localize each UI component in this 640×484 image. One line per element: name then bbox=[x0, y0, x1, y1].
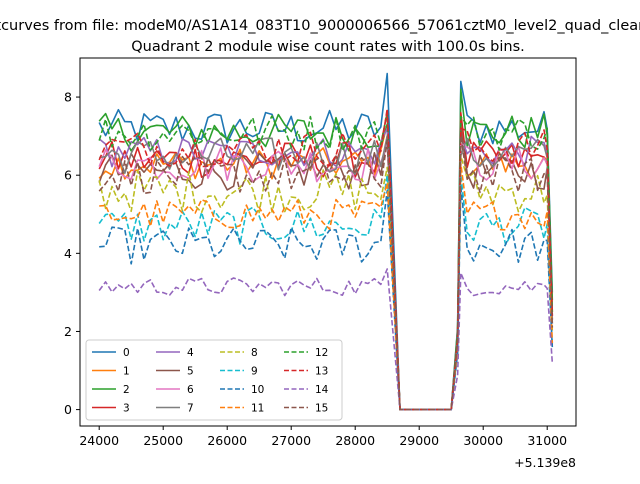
series-line-2 bbox=[98, 88, 554, 411]
y-axis: 0 2 4 6 8 bbox=[64, 90, 80, 417]
legend-label-0: 0 bbox=[123, 347, 130, 359]
y-tick-label: 8 bbox=[64, 90, 72, 105]
legend-label-11: 11 bbox=[251, 403, 264, 415]
x-tick-label: 29000 bbox=[399, 433, 439, 448]
legend-label-6: 6 bbox=[187, 384, 194, 396]
y-tick-label: 2 bbox=[64, 324, 72, 339]
figure-suptitle: Lightcurves from file: modeM0/AS1A14_083… bbox=[0, 18, 640, 34]
legend-label-2: 2 bbox=[123, 384, 130, 396]
x-tick-label: 25000 bbox=[143, 433, 183, 448]
series-line-12 bbox=[98, 111, 554, 411]
series-line-10 bbox=[99, 186, 554, 411]
legend-label-13: 13 bbox=[315, 366, 328, 378]
series-line-4 bbox=[98, 127, 554, 411]
series-line-6 bbox=[98, 143, 554, 411]
legend-label-4: 4 bbox=[187, 347, 194, 359]
plot-frame bbox=[79, 57, 577, 427]
legend-label-14: 14 bbox=[315, 384, 329, 396]
legend-label-8: 8 bbox=[251, 347, 258, 359]
legend-label-3: 3 bbox=[123, 403, 130, 415]
legend-label-15: 15 bbox=[315, 403, 328, 415]
x-tick-label: 27000 bbox=[271, 433, 311, 448]
x-tick-label: 30000 bbox=[463, 433, 503, 448]
x-tick-label: 26000 bbox=[207, 433, 247, 448]
legend-label-10: 10 bbox=[251, 384, 264, 396]
x-tick-label: 31000 bbox=[527, 433, 567, 448]
axes-title: Quadrant 2 module wise count rates with … bbox=[131, 39, 525, 55]
series-line-11 bbox=[99, 162, 554, 411]
legend-label-5: 5 bbox=[187, 366, 194, 378]
legend-label-9: 9 bbox=[251, 366, 258, 378]
y-tick-label: 0 bbox=[64, 402, 72, 417]
y-tick-label: 4 bbox=[64, 246, 72, 261]
legend-box bbox=[85, 339, 343, 421]
x-axis-offset-label: +5.139e8 bbox=[514, 455, 576, 470]
series-line-9 bbox=[98, 174, 554, 411]
series-line-3 bbox=[98, 111, 554, 411]
series-line-8 bbox=[98, 154, 554, 411]
x-axis: 24000 25000 26000 27000 28000 29000 30000 31000 bbox=[79, 426, 567, 448]
legend-label-7: 7 bbox=[187, 403, 194, 415]
y-tick-label: 6 bbox=[64, 168, 72, 183]
x-tick-label: 28000 bbox=[335, 433, 375, 448]
legend-label-12: 12 bbox=[315, 347, 328, 359]
x-tick-label: 24000 bbox=[79, 433, 119, 448]
series-line-15 bbox=[98, 135, 554, 411]
series-line-13 bbox=[98, 108, 554, 411]
legend-label-1: 1 bbox=[123, 366, 130, 378]
series-layer bbox=[98, 72, 554, 411]
